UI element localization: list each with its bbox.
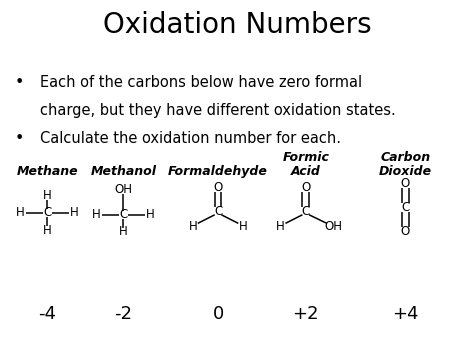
Text: Oxidation Numbers: Oxidation Numbers <box>103 11 371 39</box>
Text: C: C <box>214 205 222 218</box>
Text: O: O <box>213 181 223 194</box>
Text: C: C <box>119 208 128 221</box>
Text: 0: 0 <box>212 305 224 323</box>
Text: Methanol: Methanol <box>90 165 156 178</box>
Text: Carbon: Carbon <box>380 151 430 164</box>
Text: H: H <box>189 220 197 233</box>
Text: H: H <box>43 190 52 202</box>
Text: H: H <box>43 224 52 236</box>
Text: H: H <box>16 207 25 219</box>
Text: H: H <box>70 207 79 219</box>
Text: H: H <box>119 225 128 238</box>
Text: C: C <box>401 201 410 214</box>
Text: C: C <box>301 205 310 218</box>
Text: +4: +4 <box>392 305 419 323</box>
Text: Acid: Acid <box>291 165 321 178</box>
Text: OH: OH <box>114 183 132 196</box>
Text: C: C <box>43 207 52 219</box>
Text: Formic: Formic <box>283 151 329 164</box>
Text: O: O <box>401 177 410 190</box>
Text: -4: -4 <box>38 305 56 323</box>
Text: Calculate the oxidation number for each.: Calculate the oxidation number for each. <box>40 131 341 146</box>
Text: -2: -2 <box>114 305 132 323</box>
Text: charge, but they have different oxidation states.: charge, but they have different oxidatio… <box>40 103 396 118</box>
Text: H: H <box>239 220 247 233</box>
Text: Dioxide: Dioxide <box>379 165 432 178</box>
Text: Each of the carbons below have zero formal: Each of the carbons below have zero form… <box>40 75 363 89</box>
Text: O: O <box>301 181 310 194</box>
Text: Formaldehyde: Formaldehyde <box>168 165 268 178</box>
Text: +2: +2 <box>292 305 319 323</box>
Text: •: • <box>14 131 24 146</box>
Text: O: O <box>401 225 410 238</box>
Text: •: • <box>14 75 24 89</box>
Text: H: H <box>146 208 155 221</box>
Text: Methane: Methane <box>17 165 78 178</box>
Text: H: H <box>276 220 285 233</box>
Text: OH: OH <box>324 220 342 233</box>
Text: H: H <box>91 208 100 221</box>
